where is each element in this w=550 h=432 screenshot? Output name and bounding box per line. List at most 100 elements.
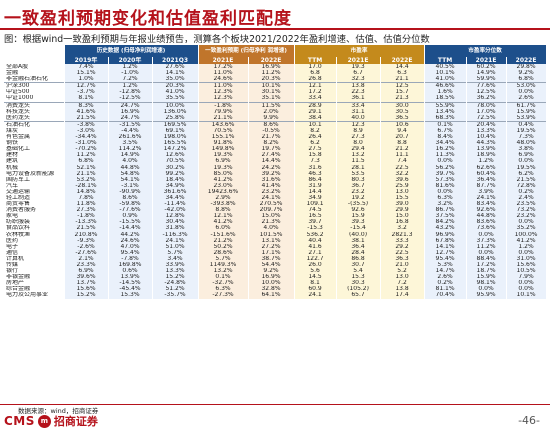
value-cell: -12.5%	[108, 95, 153, 103]
value-cell: 7.2%	[108, 76, 153, 83]
value-cell: 30.7	[336, 262, 381, 269]
value-cell: 17.1%	[248, 249, 295, 256]
value-cell: 31.6	[294, 164, 337, 171]
value-cell: 147.2%	[152, 146, 199, 153]
group-header-blank	[4, 45, 65, 57]
value-cell: 40.0	[336, 114, 381, 122]
table-row: 建材 11.2% 14.9% 12.6% 19.3% 27.4% 15.8 13.2 11.1 1…	[4, 152, 546, 159]
value-cell: 13.8	[336, 82, 381, 90]
footer-divider	[0, 404, 550, 405]
value-cell: -14.4%	[108, 225, 153, 232]
table-row: 农林牧渔 210.8% 44.2% -116.3% -151.6% 101.5% 536.2…	[4, 231, 546, 238]
group-header-row: 历史数据 (归母净利润增速) 一致盈利预期 (归母净利 润增速) 市盈率 市盈率…	[4, 45, 546, 57]
value-cell: 33.4	[336, 101, 381, 109]
value-cell: 36.5	[380, 114, 425, 122]
value-cell: 41.6%	[64, 108, 109, 115]
value-cell: 155.1%	[198, 134, 249, 141]
sector-name-cell: 基础化工	[4, 146, 65, 153]
value-cell: 33.4	[294, 95, 337, 103]
value-cell: 6.9%	[64, 268, 109, 275]
value-cell: 5.2	[380, 268, 425, 275]
value-cell: 0.4%	[506, 120, 546, 128]
value-cell: 35.5%	[152, 95, 199, 103]
value-cell: 0.0%	[424, 188, 467, 195]
table-row: 沪深300 12.7% 1.2% 20.3% 11.0% 10.1% 12.1 13.8 12.…	[4, 82, 546, 90]
value-cell: 86.8	[336, 255, 381, 262]
table-row: 科技龙头 41.6% 16.9% 136.0% 79.9% 2.0% 29.1 31.1 30.…	[4, 108, 546, 115]
value-cell: 7.4%	[64, 64, 109, 71]
table-row: 家电 -1.8% 0.9% 12.8% 12.1% 15.0% 16.5 15.9 15.0 37…	[4, 213, 546, 220]
value-cell: 21.5%	[506, 176, 546, 183]
value-cell: 46.3	[294, 170, 337, 177]
value-cell: 7.4	[380, 158, 425, 165]
value-cell: 20.4%	[466, 120, 507, 128]
value-cell: 18.5%	[424, 95, 467, 103]
sector-name-cell: 金融	[4, 70, 65, 77]
sector-name-cell: 医药龙头	[4, 114, 65, 122]
table-row: 房地产 13.7% -14.5% -24.8% -32.7% 10.0% 8.1 30.3 7.…	[4, 280, 546, 287]
value-cell: 18.4%	[152, 176, 199, 183]
value-cell: 24.1%	[466, 194, 507, 202]
value-cell: 3.5%	[108, 140, 153, 147]
value-cell: -27.6%	[64, 249, 109, 256]
table-row: 食品饮料 21.5% -14.4% 31.8% 6.0% 4.0% -15.3 -15.4 3.…	[4, 225, 546, 232]
table-row: 电力及公用事业 15.2% 15.3% -35.7% -27.3% 64.1% 24.1 65…	[4, 292, 546, 299]
value-cell: 41.0%	[152, 89, 199, 96]
value-cell: 51.0%	[152, 243, 199, 250]
value-cell: 13.9%	[108, 274, 153, 281]
value-cell: 21.7%	[248, 134, 295, 141]
value-cell: 62.6%	[466, 164, 507, 171]
column-header: 2019年	[64, 57, 109, 64]
value-cell: 15.0%	[248, 213, 295, 220]
company-logo: CMS m 招商证券	[4, 413, 98, 429]
value-cell: -2.6%	[64, 243, 109, 250]
value-cell: 29.1	[294, 108, 337, 115]
value-cell: 34.9%	[152, 182, 199, 189]
value-cell: -13.3%	[64, 219, 109, 226]
table-row: 医药龙头 21.5% 24.7% 25.8% 21.1% 9.9% 38.4 40.0 36.5…	[4, 114, 546, 122]
table-row: 交通运输 14.8% -90.9% 361.6% 19423.6% 23.2% 14.4 23…	[4, 188, 546, 195]
value-cell: 15.8	[294, 152, 337, 159]
value-cell: 35.1%	[248, 95, 295, 103]
value-cell: 31.0%	[506, 255, 546, 262]
value-cell: 19423.6%	[198, 188, 249, 195]
value-cell: 44.8%	[466, 213, 507, 220]
value-cell: 21.1	[380, 76, 425, 83]
table-row: 消费龙头 8.3% 24.7% 10.0% -1.8% 11.5% 28.9 33.4 30.0…	[4, 101, 546, 109]
value-cell: 39.6%	[64, 274, 109, 281]
value-cell: 114.2%	[108, 146, 153, 153]
value-cell: 7.8%	[64, 194, 109, 202]
value-cell: 2.6%	[506, 95, 546, 103]
value-cell: 122.7	[294, 255, 337, 262]
value-cell: -70.2%	[64, 146, 109, 153]
value-cell: 13.2	[336, 152, 381, 159]
value-cell: 28.9	[294, 101, 337, 109]
value-cell: -7.8%	[108, 255, 153, 262]
value-cell: 16.9%	[108, 108, 153, 115]
value-cell: 24.1%	[152, 237, 199, 244]
value-cell: -151.6%	[198, 231, 249, 238]
value-cell: 23.3%	[64, 262, 109, 269]
value-cell: 16.9%	[248, 274, 295, 281]
page-number: -46-	[518, 414, 540, 427]
column-header-blank	[4, 57, 65, 64]
valuation-table-container: 历史数据 (归母净利润增速) 一致盈利预期 (归母净利 润增速) 市盈率 市盈率…	[4, 45, 546, 404]
value-cell: 43.2%	[424, 225, 467, 232]
value-cell: 12.3%	[198, 89, 249, 96]
sector-name-cell: 商贸零售	[4, 201, 65, 208]
value-cell: 5.7%	[152, 249, 199, 256]
value-cell: 22.5	[380, 164, 425, 171]
value-cell: 39.7%	[424, 170, 467, 177]
value-cell: 15.3	[336, 274, 381, 281]
value-cell: 95.9%	[466, 292, 507, 299]
table-row: 有色金属 -34.4% 261.6% 198.0% 155.1% 21.7% 26.4 27.…	[4, 134, 546, 141]
value-cell: 14.1%	[152, 70, 199, 77]
sector-name-cell: 农林牧渔	[4, 231, 65, 238]
table-row: 金融 15.1% -1.0% 14.1% 11.0% 11.2% 6.8 6.7 6.3 10.1…	[4, 70, 546, 77]
sector-name-cell: 建筑	[4, 158, 65, 165]
value-cell: 6.2	[294, 140, 337, 147]
value-cell: 0.0%	[506, 249, 546, 256]
table-row: 建筑 6.8% 4.0% 70.5% 6.9% 14.4% 7.3 11.5 7.4 0.0% 1.…	[4, 158, 546, 165]
value-cell: 2.0%	[248, 108, 295, 115]
value-cell: 54.4%	[248, 262, 295, 269]
